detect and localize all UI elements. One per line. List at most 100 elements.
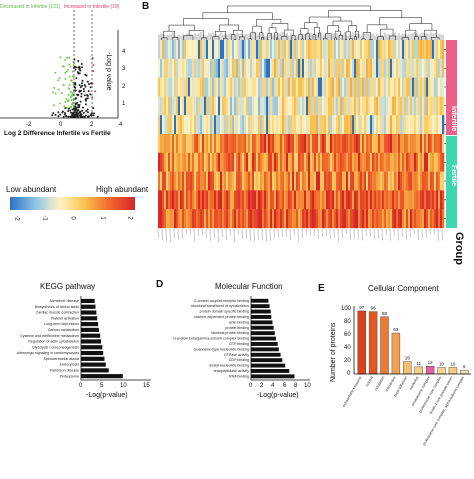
heatmap-cell	[330, 78, 332, 97]
heatmap-cell	[282, 172, 284, 191]
heatmap-cell	[274, 78, 276, 97]
kegg-xtick: 10	[120, 383, 127, 389]
heatmap-cell	[366, 172, 368, 191]
heatmap-cell	[440, 209, 442, 228]
heatmap-cell	[176, 209, 178, 228]
heatmap-cell	[380, 40, 382, 59]
heatmap-cell	[416, 78, 418, 97]
heatmap-cell	[160, 190, 162, 209]
heatmap-cell	[408, 59, 410, 78]
heatmap-cell	[254, 59, 256, 78]
heatmap-cell	[320, 190, 322, 209]
heatmap-cell	[328, 153, 330, 172]
volcano-point	[75, 77, 77, 79]
heatmap-cell	[416, 153, 418, 172]
kegg-xlabel: -Log(p-value)	[86, 392, 128, 399]
heatmap-cell	[284, 59, 286, 78]
heatmap-cell	[394, 209, 396, 228]
heatmap-cell	[158, 134, 160, 153]
heatmap-cell	[412, 209, 414, 228]
heatmap-cell	[194, 172, 196, 191]
heatmap-cell	[328, 96, 330, 115]
heatmap-cell	[278, 153, 280, 172]
heatmap-cell	[186, 172, 188, 191]
heatmap-cell	[256, 78, 258, 97]
heatmap-cell	[328, 40, 330, 59]
heatmap-cell	[212, 40, 214, 59]
heatmap-cell	[388, 209, 390, 228]
heatmap-cell	[406, 115, 408, 134]
heatmap-cell	[358, 78, 360, 97]
heatmap-cell	[286, 78, 288, 97]
heatmap-cell	[372, 209, 374, 228]
heatmap-cell	[274, 209, 276, 228]
category-label: GTPase activity	[224, 353, 249, 357]
heatmap-cell	[396, 209, 398, 228]
volcano-point	[77, 67, 79, 69]
heatmap-cell	[354, 134, 356, 153]
heatmap-cell	[270, 209, 272, 228]
heatmap-cell	[224, 190, 226, 209]
heatmap-cell	[172, 190, 174, 209]
heatmap-cell	[360, 78, 362, 97]
heatmap-cell	[434, 153, 436, 172]
heatmap-cell	[336, 96, 338, 115]
heatmap-cell	[388, 153, 390, 172]
heatmap-cell	[272, 172, 274, 191]
heatmap-cell	[260, 59, 262, 78]
heatmap-cell	[314, 96, 316, 115]
heatmap-cell	[358, 96, 360, 115]
heatmap-cell	[410, 134, 412, 153]
heatmap-cell	[272, 115, 274, 134]
heatmap-cell	[380, 78, 382, 97]
heatmap-cell	[418, 209, 420, 228]
heatmap-cell	[320, 96, 322, 115]
heatmap-cell	[278, 190, 280, 209]
heatmap-cell	[202, 209, 204, 228]
heatmap-cell	[406, 59, 408, 78]
volcano-point	[81, 110, 83, 112]
heatmap-cell	[196, 96, 198, 115]
heatmap-cell	[324, 209, 326, 228]
heatmap-cell	[220, 96, 222, 115]
mf-xtick: 8	[294, 383, 297, 389]
volcano-point	[67, 99, 69, 101]
heatmap-cell	[192, 172, 194, 191]
heatmap-cell	[300, 40, 302, 59]
heatmap-cell	[246, 59, 248, 78]
heatmap-cell	[298, 134, 300, 153]
heatmap-cell	[302, 153, 304, 172]
heatmap-cell	[196, 115, 198, 134]
heatmap-cell	[384, 190, 386, 209]
heatmap-cell	[212, 115, 214, 134]
heatmap-cell	[328, 172, 330, 191]
heatmap-cell	[180, 209, 182, 228]
heatmap-cell	[248, 59, 250, 78]
heatmap-cell	[224, 153, 226, 172]
heatmap-cell	[202, 115, 204, 134]
heatmap-cell	[244, 59, 246, 78]
heatmap-cell	[202, 190, 204, 209]
heatmap-cell	[384, 59, 386, 78]
heatmap-cell	[338, 153, 340, 172]
heatmap-cell	[188, 78, 190, 97]
heatmap-cell	[248, 78, 250, 97]
volcano-point	[58, 89, 60, 91]
heatmap-cell	[388, 172, 390, 191]
heatmap-cell	[218, 172, 220, 191]
volcano-point	[57, 111, 59, 113]
heatmap-cell	[268, 172, 270, 191]
heatmap-cell	[232, 172, 234, 191]
heatmap-cell	[264, 153, 266, 172]
dendrogram-branch	[381, 29, 394, 37]
heatmap-cell	[256, 96, 258, 115]
heatmap-cell	[436, 172, 438, 191]
bar	[81, 334, 100, 338]
heatmap-cell	[346, 134, 348, 153]
heatmap-cell	[334, 190, 336, 209]
heatmap-cell	[336, 78, 338, 97]
heatmap-cell	[166, 153, 168, 172]
cc-ylabel: Number of proteins	[330, 322, 337, 382]
heatmap-cell	[210, 153, 212, 172]
heatmap-cell	[336, 134, 338, 153]
